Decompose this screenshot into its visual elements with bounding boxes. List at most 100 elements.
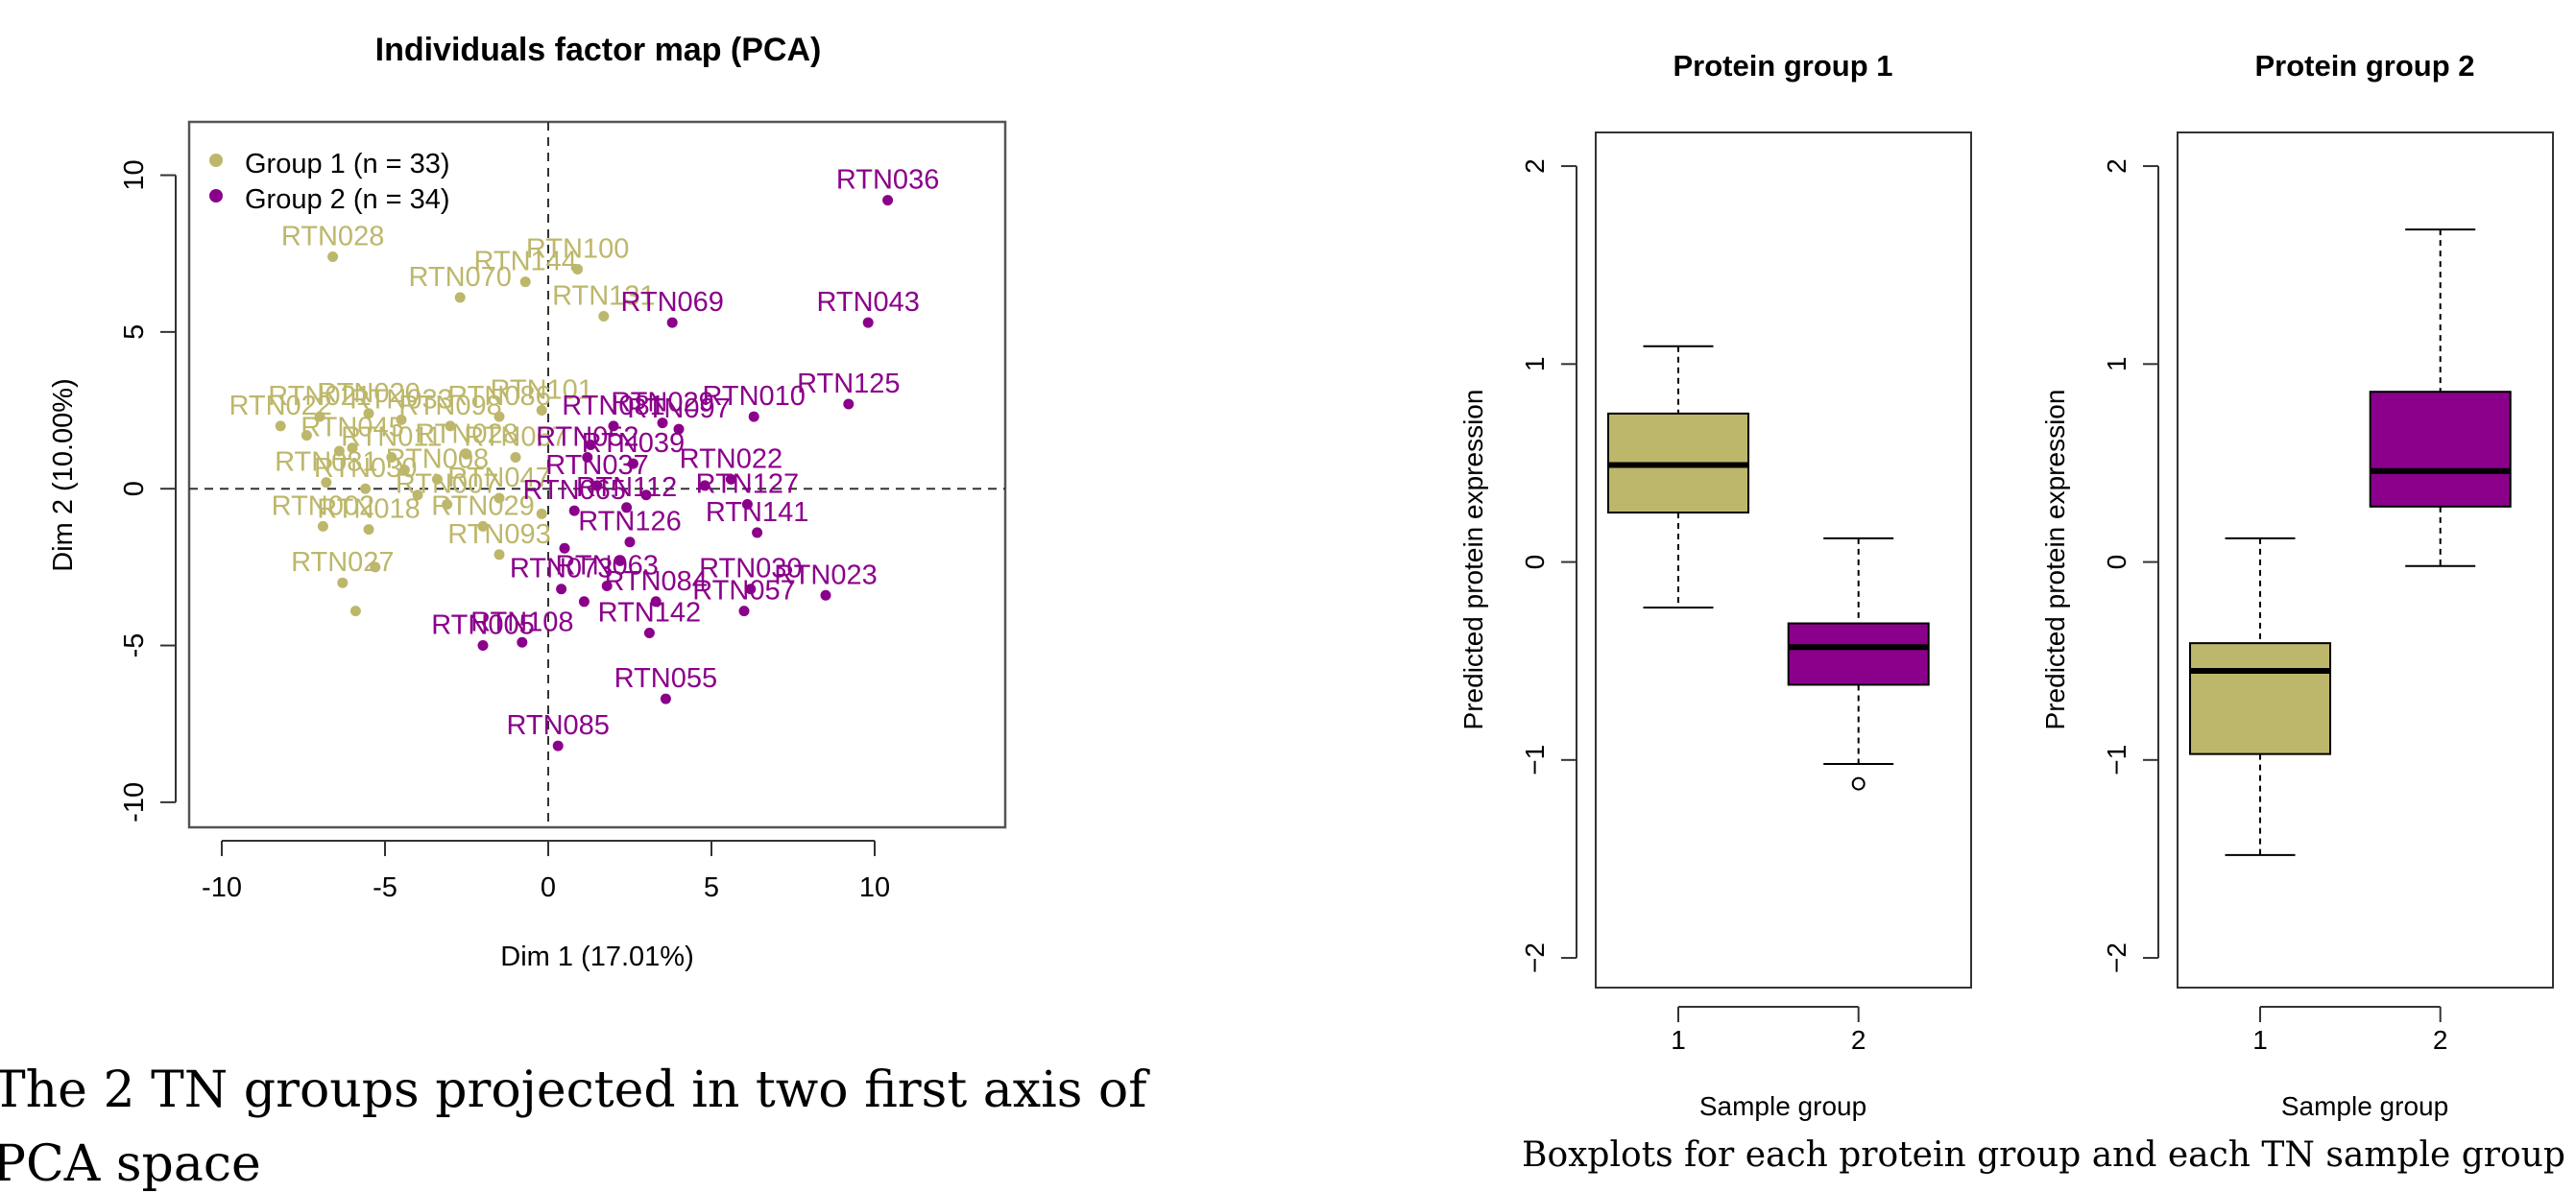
chart-title: Protein group 1	[1673, 49, 1892, 83]
point-label: RTN043	[816, 287, 919, 318]
point-label: RTN125	[797, 369, 900, 399]
x-tick-label: 0	[541, 872, 556, 903]
point-label: RTN018	[317, 494, 420, 525]
point-label: RTN027	[291, 547, 394, 578]
x-tick-label: -5	[373, 872, 397, 903]
point-label: RTN030	[699, 554, 802, 585]
point-label: RTN011	[341, 422, 442, 453]
point-label: RTN065	[522, 475, 625, 506]
point-label: RTN098	[398, 391, 501, 421]
y-tick-label: 0	[1520, 555, 1550, 570]
data-point	[598, 311, 610, 322]
data-point	[517, 636, 528, 648]
outlier-point	[1851, 776, 1866, 791]
point-label: RTN097	[627, 394, 730, 424]
point-label: RTN067	[464, 422, 566, 453]
data-point	[337, 577, 349, 588]
y-tick-label: 1	[1520, 357, 1550, 372]
data-point	[445, 420, 456, 432]
point-label: RTN037	[545, 450, 648, 481]
data-point	[741, 499, 753, 511]
data-point	[494, 411, 505, 422]
data-point	[398, 465, 410, 476]
y-tick-label: −2	[1520, 942, 1550, 973]
data-point	[333, 445, 345, 457]
point-label: RTN084	[604, 566, 707, 597]
point-label: RTN070	[408, 262, 511, 293]
data-point	[745, 584, 757, 595]
x-axis-label: Sample group	[1699, 1091, 1866, 1121]
y-axis: −2 −1 0 1 2	[1520, 158, 1577, 973]
point-label: RTN141	[706, 497, 808, 528]
legend-marker-group1	[209, 154, 223, 167]
point-label: RTN100	[526, 234, 629, 265]
group2-points: RTN036RTN043RTN069RTN125RTN010RTN081RTN0…	[431, 165, 939, 752]
x-tick-label: 2	[1851, 1025, 1866, 1055]
x-tick-label: -10	[202, 872, 242, 903]
data-point	[347, 442, 358, 454]
x-axis-label: Dim 1 (17.01%)	[500, 942, 693, 972]
y-axis-label: Dim 2 (10.00%)	[48, 378, 79, 571]
point-label: RTN126	[578, 507, 681, 537]
y-tick-label: 10	[119, 159, 150, 190]
data-point	[582, 452, 593, 464]
point-label: RTN101	[490, 375, 592, 406]
data-point	[510, 452, 521, 464]
data-point	[627, 458, 638, 469]
point-label: RTN081	[562, 391, 664, 421]
data-point	[317, 520, 328, 532]
data-point	[748, 411, 759, 422]
data-point	[568, 505, 580, 516]
point-label: RTN057	[692, 576, 795, 607]
point-label: RTN023	[774, 560, 877, 590]
plot-frame	[1595, 131, 1972, 989]
point-label: RTN021	[268, 381, 371, 412]
y-tick-label: -5	[119, 633, 150, 658]
y-tick-label: −2	[2102, 942, 2131, 973]
x-axis: -10 -5 0 5 10	[202, 840, 890, 903]
point-label: RTN045	[301, 413, 403, 443]
point-label: RTN028	[281, 221, 384, 251]
point-label: RTN063	[555, 550, 658, 581]
point-label: RTN093	[447, 519, 550, 550]
x-tick-label: 1	[2252, 1025, 2268, 1055]
data-point	[431, 473, 443, 485]
data-point	[820, 589, 831, 601]
y-tick-label: −1	[2102, 745, 2131, 775]
caption-left-line2: PCA space	[0, 1135, 261, 1193]
point-label: RTN029	[431, 490, 534, 521]
point-label: RTN047	[447, 463, 550, 493]
point-label: RTN142	[598, 597, 701, 628]
y-axis-label: Predicted protein expression	[2040, 390, 2070, 730]
data-point	[370, 561, 381, 573]
point-label: RTN055	[614, 663, 717, 694]
data-point	[657, 418, 668, 429]
legend-marker-group2	[209, 189, 223, 203]
data-point	[640, 489, 652, 501]
data-point	[882, 195, 894, 206]
caption-left-line1: The 2 TN groups projected in two first a…	[0, 1062, 1147, 1119]
data-point	[454, 292, 466, 303]
point-label: RTN108	[470, 607, 573, 637]
y-tick-label: 1	[2102, 357, 2131, 372]
y-axis: -10 -5 0 5 10	[119, 159, 177, 823]
data-point	[327, 251, 339, 262]
plot-frame	[187, 120, 1007, 829]
data-point	[363, 408, 374, 419]
data-point	[552, 740, 564, 752]
point-label: RTN002	[272, 490, 374, 521]
data-point	[536, 508, 547, 519]
x-tick-label: 10	[859, 872, 890, 903]
point-label: RTN039	[582, 428, 685, 459]
point-label: RTN028	[415, 418, 518, 449]
data-point	[412, 489, 423, 501]
pca-scatter-chart: Individuals factor map (PCA) -10 -5 0 5 10 -…	[48, 32, 1007, 972]
boxes	[2189, 228, 2512, 856]
data-point	[536, 405, 547, 417]
data-point	[572, 264, 584, 275]
data-point	[643, 627, 655, 638]
x-tick-label: 5	[704, 872, 719, 903]
data-point	[843, 398, 855, 410]
